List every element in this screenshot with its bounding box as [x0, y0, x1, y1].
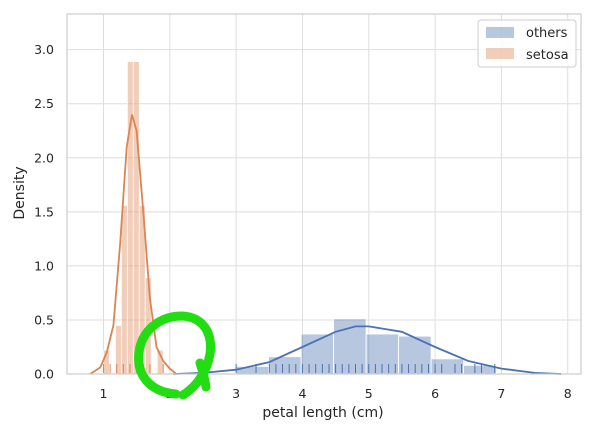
legend-swatch-setosa — [486, 48, 514, 59]
y-axis-label: Density — [12, 166, 28, 219]
x-axis-label: petal length (cm) — [262, 405, 383, 421]
x-tick-label: 5 — [365, 386, 373, 401]
setosa-hist-bar — [126, 61, 134, 375]
x-tick-label: 3 — [232, 386, 240, 401]
legend-label-setosa: setosa — [526, 48, 569, 63]
kde-curves — [89, 114, 562, 375]
x-tick-label: 1 — [100, 386, 108, 401]
others-hist-bar — [235, 366, 270, 375]
setosa-hist-bar — [120, 204, 128, 375]
legend-box — [477, 19, 577, 68]
y-tick-label: 3.0 — [34, 42, 54, 57]
grid-lines — [67, 14, 581, 375]
plot-frame — [66, 13, 582, 375]
others-kde-line — [173, 325, 562, 375]
y-tick-label: 2.5 — [34, 96, 54, 111]
green-circle-annotation — [134, 311, 216, 400]
y-tick-label: 0.5 — [34, 312, 54, 327]
y-tick-label: 1.0 — [34, 258, 54, 273]
y-tick-label: 2.0 — [34, 150, 54, 165]
y-tick-label: 0.0 — [34, 367, 54, 382]
x-tick-label: 8 — [564, 386, 572, 401]
legend-label-others: others — [526, 26, 568, 41]
rug-marks — [102, 364, 496, 373]
setosa-hist-bar — [132, 61, 140, 375]
x-tick-label: 6 — [431, 386, 439, 401]
others-hist-bar — [430, 358, 465, 375]
legend-swatch-others — [486, 27, 514, 38]
y-tick-label: 1.5 — [34, 204, 54, 219]
setosa-kde-line — [89, 114, 177, 375]
y-tick-labels: 0.0 0.5 1.0 1.5 2.0 2.5 3.0 — [34, 42, 54, 381]
x-tick-label: 4 — [298, 386, 306, 401]
legend: others setosa — [477, 19, 577, 68]
x-tick-label: 7 — [497, 386, 505, 401]
